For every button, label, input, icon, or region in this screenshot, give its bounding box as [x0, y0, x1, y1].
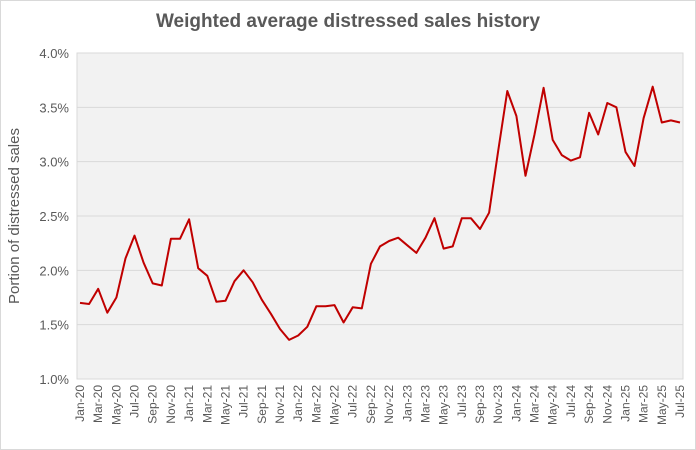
series-line: [79, 85, 681, 341]
x-tick-label: Sep-20: [146, 385, 160, 424]
x-tick-label: Jan-23: [400, 385, 414, 422]
y-tick-label: 3.5%: [39, 100, 69, 115]
x-tick-label: Sep-21: [255, 385, 269, 424]
x-tick-label: Jul-23: [455, 385, 469, 418]
y-tick-label: 1.0%: [39, 372, 69, 387]
y-tick-label: 3.0%: [39, 155, 69, 170]
x-tick-label: Jul-22: [346, 385, 360, 418]
y-tick-label: 2.0%: [39, 263, 69, 278]
gridlines: [77, 52, 683, 380]
x-tick-label: Mar-25: [637, 385, 651, 423]
x-tick-label: Jan-24: [509, 385, 523, 422]
x-tick-label: Nov-21: [273, 385, 287, 424]
y-tick-label: 2.5%: [39, 209, 69, 224]
x-tick-label: Sep-23: [473, 385, 487, 424]
x-tick-label: Jan-20: [73, 385, 87, 422]
x-tick-label: Jul-20: [128, 385, 142, 418]
chart-title: Weighted average distressed sales histor…: [155, 11, 541, 32]
x-tick-label: Jan-22: [291, 385, 305, 422]
x-tick-label: Sep-22: [364, 385, 378, 424]
x-tick-label: Jul-24: [564, 385, 578, 418]
x-tick-label: Mar-20: [91, 385, 105, 423]
x-tick-label: Mar-21: [200, 385, 214, 423]
y-tick-label: 4.0%: [39, 46, 69, 61]
x-tick-label: Mar-24: [528, 385, 542, 423]
y-tick-label: 1.5%: [39, 318, 69, 333]
x-tick-label: Jan-21: [182, 385, 196, 422]
x-tick-label: Jul-25: [673, 385, 687, 418]
y-axis-label: Portion of distressed sales: [6, 128, 23, 304]
x-tick-label: May-22: [328, 385, 342, 425]
x-tick-label: May-21: [218, 385, 232, 425]
x-tick-label: Nov-22: [382, 385, 396, 424]
x-tick-label: Mar-22: [309, 385, 323, 423]
x-tick-label: May-24: [546, 385, 560, 425]
y-axis-ticks: 1.0% 1.5% 2.0% 2.5% 3.0% 3.5% 4.0%: [39, 46, 69, 387]
x-tick-label: Sep-24: [582, 385, 596, 424]
x-tick-label: Nov-20: [164, 385, 178, 424]
x-tick-label: May-20: [109, 385, 123, 425]
x-tick-label: May-25: [655, 385, 669, 425]
x-tick-label: Mar-23: [418, 385, 432, 423]
x-tick-label: Jul-21: [237, 385, 251, 418]
x-axis-ticks: Jan-20 Mar-20 May-20 Jul-20 Sep-20 Nov-20 Jan-…: [73, 385, 687, 425]
x-tick-label: Nov-23: [491, 385, 505, 424]
x-tick-label: Jan-25: [618, 385, 632, 422]
x-tick-label: May-23: [437, 385, 451, 425]
x-tick-label: Nov-24: [600, 385, 614, 424]
